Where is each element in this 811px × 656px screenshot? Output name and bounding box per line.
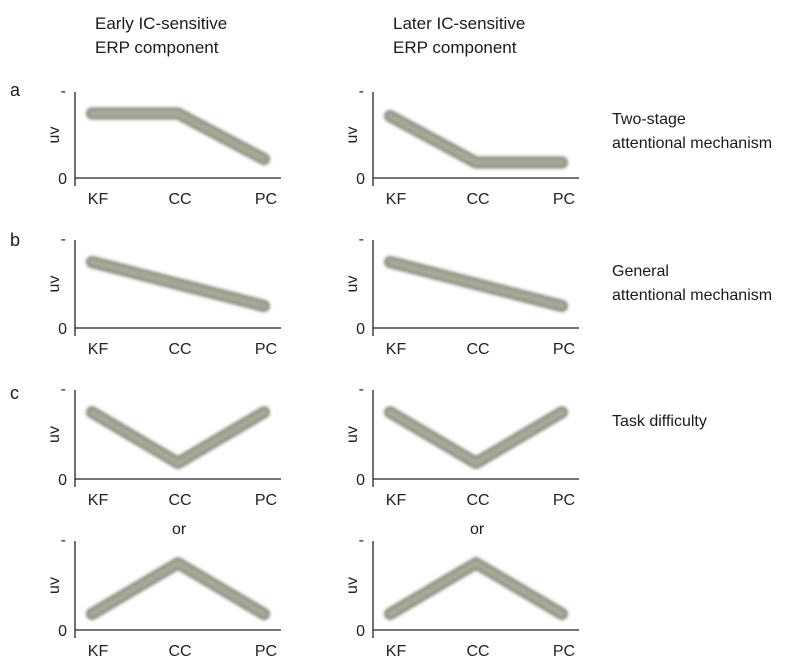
- row-label-a: Two-stage attentional mechanism: [612, 108, 772, 156]
- row-letter-c: c: [10, 383, 19, 403]
- series-line-shadow: [86, 406, 270, 469]
- series-line: [386, 258, 566, 310]
- column-header-later-line2: ERP component: [393, 38, 517, 57]
- series-line-shadow: [384, 110, 568, 169]
- y-tick-top: -: [359, 83, 364, 100]
- panel-a-later: - 0 uv KF CC PC: [344, 83, 579, 208]
- y-tick-zero: 0: [58, 171, 67, 188]
- y-axis-label: uv: [344, 276, 361, 293]
- row-letter-b: b: [10, 230, 21, 250]
- y-axis-label: uv: [46, 426, 63, 443]
- or-label-early: or: [172, 521, 187, 538]
- series-line-shadow: [384, 557, 568, 620]
- x-tick-pc: PC: [255, 191, 277, 208]
- y-axis-label: uv: [344, 426, 361, 443]
- row-label-a-line2: attentional mechanism: [612, 135, 773, 152]
- y-axis-label: uv: [46, 127, 63, 144]
- x-tick-cc: CC: [168, 341, 191, 358]
- panel-b-early: - 0 uv KF CC PC: [46, 231, 281, 358]
- series-line: [88, 559, 268, 618]
- y-tick-zero: 0: [356, 623, 365, 640]
- row-label-c: Task difficulty: [612, 410, 707, 434]
- x-tick-kf: KF: [386, 341, 407, 358]
- y-axis-label: uv: [46, 276, 63, 293]
- column-header-early-line2: ERP component: [95, 38, 219, 57]
- x-tick-pc: PC: [553, 341, 575, 358]
- x-tick-pc: PC: [255, 492, 277, 509]
- series-line-shadow: [384, 406, 568, 469]
- x-tick-pc: PC: [255, 643, 277, 656]
- y-tick-top: -: [61, 83, 66, 100]
- y-tick-top: -: [359, 381, 364, 398]
- x-tick-kf: KF: [88, 341, 109, 358]
- series-line: [386, 559, 566, 618]
- row-label-b-line2: attentional mechanism: [612, 287, 773, 304]
- series-line: [386, 408, 566, 467]
- series-line: [88, 110, 268, 163]
- row-label-b-line1: General: [612, 263, 669, 280]
- x-tick-kf: KF: [386, 492, 407, 509]
- row-label-a-line1: Two-stage: [612, 111, 686, 128]
- x-tick-cc: CC: [168, 191, 191, 208]
- panel-b-later: - 0 uv KF CC PC: [344, 231, 579, 358]
- panel-c1-early: - 0 uv KF CC PC: [46, 381, 281, 509]
- panel-c1-later: - 0 uv KF CC PC: [344, 381, 579, 509]
- y-tick-top: -: [359, 532, 364, 549]
- y-tick-zero: 0: [58, 623, 67, 640]
- x-tick-pc: PC: [553, 643, 575, 656]
- series-line-shadow: [86, 557, 270, 620]
- y-tick-top: -: [359, 231, 364, 248]
- panel-a-early: - 0 uv KF CC PC: [46, 83, 281, 208]
- column-header-early-line1: Early IC-sensitive: [95, 14, 228, 33]
- or-label-later: or: [470, 521, 485, 538]
- x-tick-pc: PC: [553, 191, 575, 208]
- column-header-early: Early IC-sensitive ERP component: [95, 12, 227, 60]
- row-letter-a: a: [10, 80, 21, 100]
- x-tick-kf: KF: [88, 643, 109, 656]
- y-tick-zero: 0: [58, 321, 67, 338]
- x-tick-cc: CC: [466, 643, 489, 656]
- panel-c2-later: - 0 uv KF CC PC: [344, 532, 579, 656]
- x-tick-kf: KF: [386, 643, 407, 656]
- series-line-shadow: [86, 107, 270, 166]
- series-line: [88, 408, 268, 467]
- row-label-b: General attentional mechanism: [612, 260, 772, 308]
- x-tick-cc: CC: [168, 643, 191, 656]
- panel-c2-early: - 0 uv KF CC PC: [46, 532, 281, 656]
- y-tick-zero: 0: [356, 472, 365, 489]
- x-tick-kf: KF: [88, 191, 109, 208]
- x-tick-pc: PC: [553, 492, 575, 509]
- series-line: [88, 258, 268, 310]
- y-axis-label: uv: [46, 577, 63, 594]
- y-axis-label: uv: [344, 577, 361, 594]
- x-tick-cc: CC: [168, 492, 191, 509]
- x-tick-pc: PC: [255, 341, 277, 358]
- y-tick-zero: 0: [356, 171, 365, 188]
- x-tick-cc: CC: [466, 492, 489, 509]
- y-tick-top: -: [61, 231, 66, 248]
- x-tick-cc: CC: [466, 341, 489, 358]
- row-label-c-line1: Task difficulty: [612, 413, 707, 430]
- x-tick-cc: CC: [466, 191, 489, 208]
- series-line: [386, 112, 566, 167]
- x-tick-kf: KF: [88, 492, 109, 509]
- x-tick-kf: KF: [386, 191, 407, 208]
- y-tick-zero: 0: [356, 321, 365, 338]
- y-tick-top: -: [61, 532, 66, 549]
- y-tick-zero: 0: [58, 472, 67, 489]
- y-axis-label: uv: [344, 127, 361, 144]
- y-tick-top: -: [61, 381, 66, 398]
- column-header-later-line1: Later IC-sensitive: [393, 14, 526, 33]
- column-header-later: Later IC-sensitive ERP component: [393, 12, 525, 60]
